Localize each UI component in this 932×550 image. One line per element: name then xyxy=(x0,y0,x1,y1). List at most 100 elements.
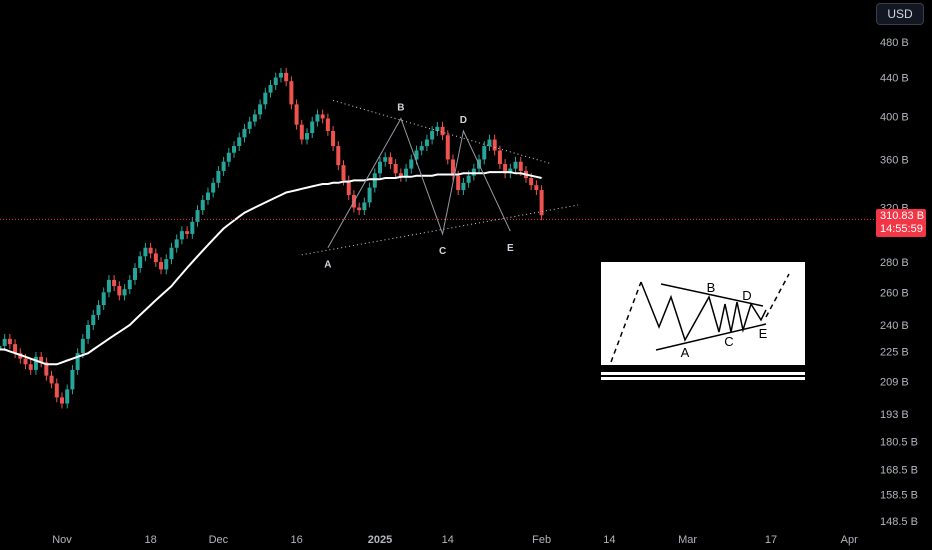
candle-body xyxy=(247,121,252,129)
candle xyxy=(299,119,304,145)
candle-body xyxy=(404,168,409,177)
candle-body xyxy=(398,173,403,177)
candle xyxy=(101,287,106,311)
candle-body xyxy=(159,262,164,270)
x-tick-label: 18 xyxy=(144,534,156,546)
candle-body xyxy=(91,314,96,326)
candle-body xyxy=(268,85,273,93)
candle-body xyxy=(299,124,304,140)
inset-label-b: B xyxy=(707,280,716,295)
y-tick-label: 193 B xyxy=(880,409,909,421)
candle-body xyxy=(258,104,263,115)
candle-body xyxy=(430,130,435,140)
candle xyxy=(54,378,59,403)
candle-body xyxy=(13,344,18,354)
candle xyxy=(503,159,508,179)
candle-body xyxy=(289,81,294,105)
candle xyxy=(289,76,294,110)
candle xyxy=(424,134,429,151)
candle-body xyxy=(216,170,221,183)
candle xyxy=(169,242,174,265)
candle xyxy=(331,126,336,151)
candle xyxy=(211,177,216,198)
last-price-tag: 310.83 B 14:55:59 xyxy=(876,209,926,237)
candle-body xyxy=(305,133,310,140)
wave-label-a: A xyxy=(324,260,331,271)
x-tick-label: Feb xyxy=(532,534,551,546)
candle-body xyxy=(383,157,388,162)
candle xyxy=(200,195,205,216)
candle xyxy=(216,166,221,188)
candle-body xyxy=(440,126,445,136)
candle xyxy=(179,226,184,245)
candle-body xyxy=(169,247,174,260)
candle xyxy=(435,121,440,136)
x-tick-label: Nov xyxy=(52,534,72,546)
candle-body xyxy=(190,221,195,234)
candle xyxy=(153,248,158,267)
candle xyxy=(315,109,320,127)
candle-body xyxy=(195,210,200,222)
inset-label-a: A xyxy=(681,345,690,360)
candle-body xyxy=(341,165,346,181)
candle xyxy=(372,168,377,193)
candle-body xyxy=(346,180,351,195)
candle-body xyxy=(508,168,513,174)
x-tick-label: 14 xyxy=(442,534,454,546)
candle-body xyxy=(23,358,28,365)
candle-body xyxy=(315,114,320,122)
x-tick-label: 14 xyxy=(603,534,615,546)
x-tick-label: Mar xyxy=(678,534,697,546)
candle-body xyxy=(362,202,367,211)
candle xyxy=(325,113,330,136)
y-tick-label: 360 B xyxy=(880,154,909,166)
candle xyxy=(305,128,310,145)
candle-body xyxy=(372,173,377,188)
y-tick-label: 209 B xyxy=(880,376,909,388)
candle xyxy=(33,351,38,375)
candle-body xyxy=(388,157,393,165)
candle xyxy=(132,263,137,285)
candle-body xyxy=(336,146,341,166)
candle-body xyxy=(86,325,91,339)
candle xyxy=(127,275,132,295)
candle-body xyxy=(294,104,299,125)
candle xyxy=(247,116,252,134)
candle xyxy=(404,163,409,182)
inset-label-c: C xyxy=(724,334,733,349)
inset-label-e: E xyxy=(759,326,768,341)
candle xyxy=(482,141,487,165)
candle-body xyxy=(518,161,523,171)
candle xyxy=(258,99,263,120)
candle xyxy=(60,392,64,409)
candle-body xyxy=(122,289,127,296)
candle xyxy=(205,187,210,205)
candle-body xyxy=(237,137,242,147)
candle xyxy=(336,141,341,171)
y-tick-label: 440 B xyxy=(880,73,909,85)
candle xyxy=(513,156,518,174)
triangle-lower-line xyxy=(301,204,579,256)
candle-body xyxy=(75,353,80,370)
candle xyxy=(471,163,476,181)
candle xyxy=(143,242,148,262)
candle-body xyxy=(435,126,440,131)
candle xyxy=(450,154,455,181)
candle xyxy=(138,251,143,273)
candle xyxy=(106,275,111,298)
candle xyxy=(44,357,49,381)
candle xyxy=(164,254,169,275)
candle-body xyxy=(96,305,101,315)
candle xyxy=(378,156,382,179)
candle-body xyxy=(367,187,372,203)
candle xyxy=(278,68,283,83)
candle-body xyxy=(205,192,210,200)
candle xyxy=(237,132,242,151)
candle-body xyxy=(471,168,476,176)
currency-button[interactable]: USD xyxy=(876,3,924,25)
wave-label-b: B xyxy=(397,102,404,113)
candle xyxy=(383,152,388,167)
candle-body xyxy=(529,178,534,186)
